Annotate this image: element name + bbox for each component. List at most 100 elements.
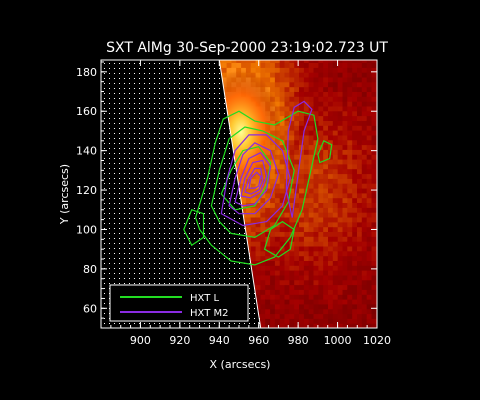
limb-dot — [139, 113, 140, 114]
limb-dot — [214, 63, 215, 64]
image-pixel — [361, 313, 368, 319]
legend: HXT L HXT M2 — [109, 284, 249, 322]
limb-dot — [204, 208, 205, 209]
image-pixel — [245, 207, 252, 213]
limb-dot — [149, 98, 150, 99]
limb-dot — [149, 68, 150, 69]
image-pixel — [347, 308, 353, 315]
image-pixel — [260, 294, 266, 300]
image-pixel — [260, 217, 266, 223]
limb-dot — [104, 278, 105, 279]
limb-dot — [204, 238, 205, 239]
limb-dot — [184, 178, 185, 179]
limb-dot — [144, 148, 145, 149]
limb-dot — [214, 228, 215, 229]
limb-dot — [129, 138, 130, 139]
image-pixel — [361, 241, 368, 247]
limb-dot — [184, 118, 185, 119]
image-pixel — [250, 217, 257, 223]
image-pixel — [299, 115, 305, 121]
image-pixel — [342, 125, 348, 131]
image-pixel — [255, 289, 261, 295]
image-pixel — [294, 86, 300, 92]
limb-dot — [134, 158, 135, 159]
limb-dot — [159, 128, 160, 129]
limb-dot — [184, 183, 185, 184]
image-pixel — [265, 221, 271, 228]
image-pixel — [328, 86, 334, 92]
limb-dot — [219, 243, 220, 244]
limb-dot — [104, 108, 105, 109]
limb-dot — [104, 163, 105, 164]
image-pixel — [250, 226, 257, 232]
contour-hxt-l-5 — [220, 146, 272, 211]
limb-dot — [119, 193, 120, 194]
image-pixel — [342, 323, 348, 328]
limb-dot — [189, 68, 190, 69]
limb-dot — [229, 143, 230, 144]
image-pixel — [328, 110, 334, 117]
limb-dot — [179, 118, 180, 119]
limb-dot — [134, 248, 135, 249]
image-pixel — [357, 299, 363, 305]
limb-dot — [189, 203, 190, 204]
limb-dot — [114, 323, 115, 324]
image-pixel — [332, 192, 339, 199]
image-pixel — [265, 192, 271, 199]
image-pixel — [352, 303, 358, 310]
limb-dot — [149, 73, 150, 74]
image-pixel — [265, 294, 271, 300]
image-pixel — [352, 270, 358, 276]
limb-dot — [149, 188, 150, 189]
image-pixel — [279, 101, 286, 107]
image-pixel — [313, 149, 319, 155]
image-pixel — [260, 270, 266, 276]
image-pixel — [241, 192, 247, 199]
image-pixel — [337, 154, 344, 160]
y-tick-label: 80 — [83, 263, 97, 276]
limb-dot — [179, 123, 180, 124]
limb-dot — [209, 103, 210, 104]
image-pixel — [289, 250, 295, 257]
limb-dot — [134, 163, 135, 164]
image-pixel — [294, 91, 300, 97]
image-pixel — [318, 101, 324, 107]
image-pixel — [284, 303, 290, 310]
limb-dot — [229, 258, 230, 259]
limb-dot — [119, 73, 120, 74]
limb-dot — [139, 103, 140, 104]
limb-dot — [179, 113, 180, 114]
image-pixel — [347, 221, 353, 228]
image-pixel — [347, 139, 353, 146]
image-pixel — [260, 265, 266, 271]
image-pixel — [332, 260, 339, 266]
image-pixel — [260, 188, 266, 194]
limb-dot — [209, 98, 210, 99]
limb-dot — [174, 273, 175, 274]
image-pixel — [371, 192, 377, 199]
limb-dot — [219, 78, 220, 79]
limb-dot — [159, 158, 160, 159]
image-pixel — [347, 168, 353, 175]
limb-dot — [124, 193, 125, 194]
limb-dot — [204, 103, 205, 104]
image-pixel — [279, 308, 286, 315]
limb-dot — [174, 148, 175, 149]
image-pixel — [337, 149, 344, 155]
image-pixel — [289, 270, 295, 276]
limb-dot — [164, 138, 165, 139]
limb-dot — [114, 263, 115, 264]
limb-dot — [154, 63, 155, 64]
image-pixel — [303, 134, 310, 141]
image-pixel — [289, 188, 295, 194]
limb-dot — [104, 83, 105, 84]
limb-dot — [214, 263, 215, 264]
x-tick-label: 940 — [209, 334, 230, 347]
limb-dot — [144, 168, 145, 169]
limb-dot — [134, 228, 135, 229]
image-pixel — [279, 241, 286, 247]
limb-dot — [139, 68, 140, 69]
image-pixel — [284, 202, 290, 208]
limb-dot — [184, 218, 185, 219]
limb-dot — [199, 108, 200, 109]
